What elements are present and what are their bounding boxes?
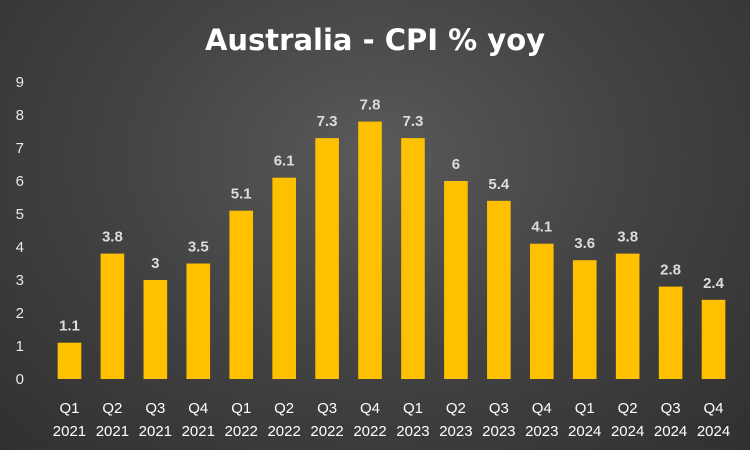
bar (272, 177, 296, 379)
data-label: 6 (452, 156, 460, 173)
data-label: 7.3 (317, 113, 338, 130)
bar (444, 181, 468, 379)
x-tick-label-quarter: Q3 (145, 400, 165, 417)
bar (315, 138, 339, 379)
bar (658, 286, 683, 379)
y-tick-label: 5 (16, 206, 24, 223)
x-tick-label-quarter: Q3 (661, 400, 681, 417)
x-tick-label-year: 2024 (611, 423, 644, 440)
x-tick-label-year: 2022 (353, 423, 386, 440)
data-label: 5.4 (488, 176, 510, 193)
x-tick-label-year: 2022 (267, 423, 300, 440)
y-axis: 0 1 2 3 4 5 6 7 8 9 (16, 74, 24, 388)
data-label: 6.1 (274, 153, 295, 170)
y-tick-label: 9 (16, 74, 24, 91)
data-label: 1.1 (59, 318, 80, 335)
y-tick-label: 8 (16, 107, 24, 124)
bar (143, 280, 168, 379)
x-tick-label-quarter: Q1 (403, 400, 423, 417)
x-tick-label-year: 2021 (96, 423, 129, 440)
y-tick-label: 0 (16, 371, 24, 388)
bar (57, 342, 82, 379)
bar (701, 299, 726, 379)
x-tick-label-quarter: Q4 (188, 400, 208, 417)
bar (572, 260, 597, 379)
x-tick-label-quarter: Q4 (704, 400, 724, 417)
bar (229, 210, 254, 379)
x-tick-label-quarter: Q1 (59, 400, 79, 417)
y-tick-label: 3 (16, 272, 24, 289)
x-tick-label-year: 2021 (139, 423, 172, 440)
data-label: 5.1 (231, 186, 252, 203)
data-label: 7.3 (403, 113, 424, 130)
bar (615, 253, 640, 379)
data-label: 7.8 (360, 97, 381, 114)
x-tick-label-quarter: Q1 (575, 400, 595, 417)
bar (186, 263, 211, 379)
x-tick-label-quarter: Q1 (231, 400, 251, 417)
data-label: 3.6 (574, 235, 595, 252)
y-tick-label: 4 (16, 239, 24, 256)
x-axis: Q1 2021 Q2 2021 Q3 2021 Q4 2021 Q1 2022 Q2 2022 Q3 20… (53, 400, 730, 440)
bar-series (57, 121, 726, 379)
data-label: 2.8 (660, 262, 681, 279)
data-label: 2.4 (703, 275, 725, 292)
data-label: 3.8 (617, 229, 638, 246)
x-tick-label-quarter: Q2 (446, 400, 466, 417)
bar (100, 253, 125, 379)
bar (401, 138, 425, 379)
data-label: 3.5 (188, 239, 209, 256)
x-tick-label-year: 2022 (310, 423, 343, 440)
data-labels: 1.1 3.8 3 3.5 5.1 6.1 7.3 7.8 7.3 6 5.4 4.1 3.6 3.8 2.… (59, 97, 725, 335)
x-tick-label-year: 2021 (182, 423, 215, 440)
x-tick-label-year: 2021 (53, 423, 86, 440)
bar (529, 243, 554, 379)
data-label: 4.1 (531, 219, 552, 236)
y-tick-label: 6 (16, 173, 24, 190)
x-tick-label-quarter: Q4 (360, 400, 380, 417)
chart-title: Australia - CPI % yoy (205, 23, 545, 57)
x-tick-label-year: 2022 (225, 423, 258, 440)
x-tick-label-quarter: Q2 (618, 400, 638, 417)
bar (487, 200, 511, 379)
y-tick-label: 7 (16, 140, 24, 157)
x-tick-label-quarter: Q2 (274, 400, 294, 417)
x-tick-label-year: 2024 (697, 423, 730, 440)
data-label: 3 (151, 255, 159, 272)
x-tick-label-year: 2023 (439, 423, 472, 440)
x-tick-label-year: 2024 (654, 423, 687, 440)
data-label: 3.8 (102, 229, 123, 246)
x-tick-label-quarter: Q3 (317, 400, 337, 417)
x-tick-label-quarter: Q4 (532, 400, 552, 417)
bar (358, 121, 382, 379)
x-tick-label-year: 2023 (525, 423, 558, 440)
x-tick-label-year: 2023 (482, 423, 515, 440)
x-tick-label-quarter: Q3 (489, 400, 509, 417)
x-tick-label-year: 2023 (396, 423, 429, 440)
y-tick-label: 1 (16, 338, 24, 355)
x-tick-label-year: 2024 (568, 423, 601, 440)
x-tick-label-quarter: Q2 (102, 400, 122, 417)
y-tick-label: 2 (16, 305, 24, 322)
